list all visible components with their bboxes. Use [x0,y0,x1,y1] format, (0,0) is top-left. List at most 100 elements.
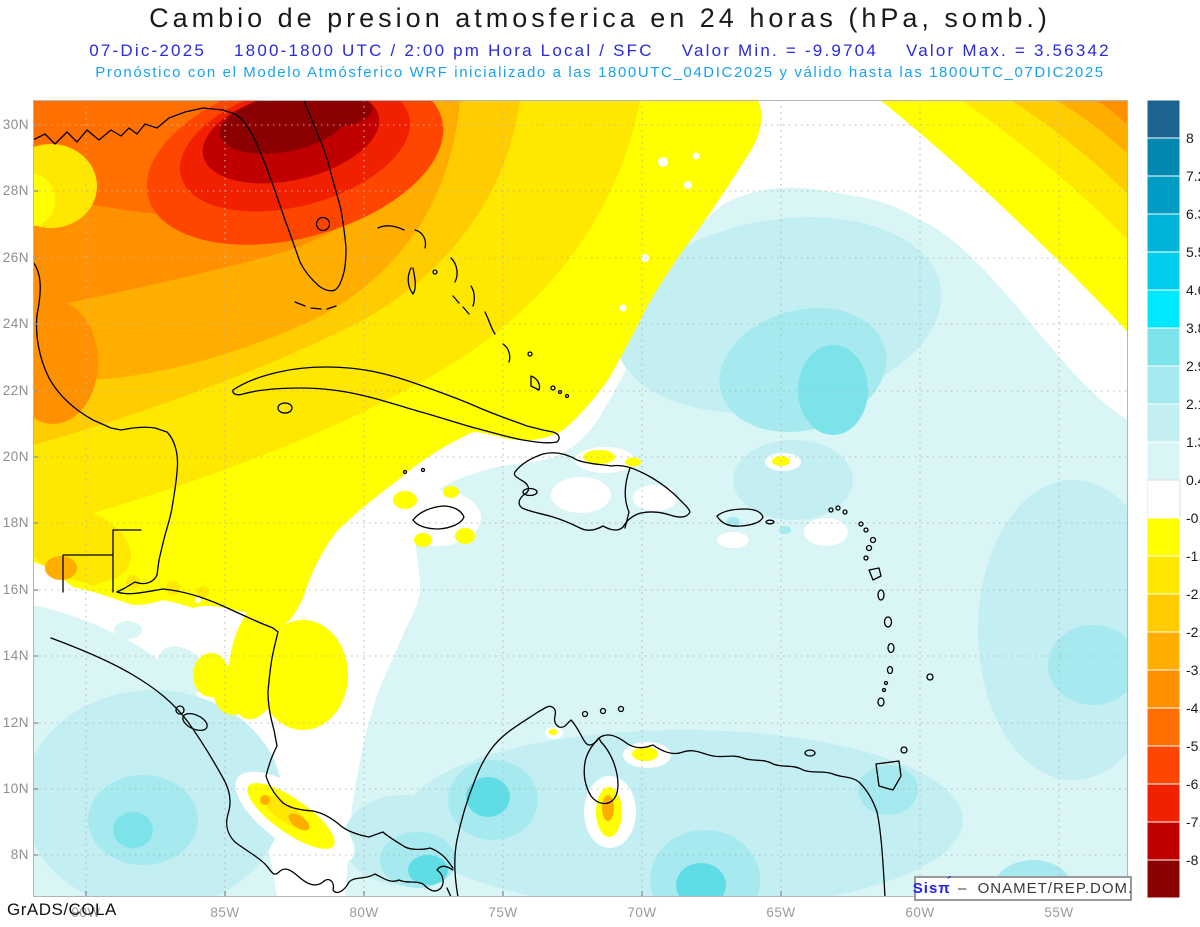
lon-label-85w: 85W [210,905,240,920]
colorbar-cell [1147,289,1181,329]
colorbar-tick: 6.3 [1186,206,1200,222]
cyan-fonseca-patch [114,621,142,639]
colorbar-tick: -2.9 [1186,624,1200,640]
colorbar-cell [1147,441,1181,481]
colorbar-cell [1147,517,1181,557]
colorbar-cell [1147,631,1181,671]
lake-maracaibo [583,737,619,805]
colorbar-tick: 1.3 [1186,434,1200,450]
colorbar-tick: -6.3 [1186,776,1200,792]
ne-wedge-orange [1056,100,1128,154]
lon-label-55w: 55W [1044,905,1074,920]
lon-label-65w: 65W [766,905,796,920]
coast-trinidad [875,760,902,791]
page-title: Cambio de presion atmosferica en 24 hora… [149,3,1051,33]
colorbar-tick: -0.4 [1186,510,1200,526]
gridlines [33,100,1128,897]
colorbar-tick: -7.2 [1186,814,1200,830]
colorbar-cell [1147,707,1181,747]
cyan-shade2-east [978,480,1128,780]
coast-us-gulf-florida [33,100,347,292]
lake-nicaragua [182,712,208,732]
colorbar-cell [1147,859,1181,898]
lat-label-22n: 22N [2,383,29,398]
colorbar [1147,100,1181,898]
sispi-logo: Sisπ [912,880,951,897]
colorbar-cell [1147,479,1181,519]
colorbar-cell [1147,251,1181,291]
lon-label-75w: 75W [488,905,518,920]
coast-central-america [116,588,454,869]
colorbar-tick: 2.1 [1186,396,1200,412]
colorbar-tick: -4.6 [1186,700,1200,716]
local-fall-spots [85,447,801,865]
colorbar-tick: 2.9 [1186,358,1200,374]
lat-label-18n: 18N [2,515,29,530]
lat-label-16n: 16N [2,582,29,597]
colorbar-cell [1147,669,1181,709]
value-min: Valor Min. = -9.9704 [681,41,878,60]
lake-managua [175,705,185,715]
coast-jamaica [412,505,465,530]
valid-range: 1800-1800 UTC / 2:00 pm Hora Local / SFC [234,41,654,60]
run-date: 07-Dic-2025 [89,41,207,60]
colorbar-cell [1147,100,1181,139]
yellow-white-flecks [175,152,700,623]
colorbar-tick: -5.5 [1186,738,1200,754]
subtitle-model: Pronóstico con el Modelo Atmósferico WRF… [95,64,1105,81]
left-yellow-spot [33,174,55,226]
ne-wedge-deep [1096,100,1128,126]
coast-mexico [33,261,179,593]
lat-label-8n: 8N [10,847,29,862]
coast-puerto-rico [716,508,764,527]
lake-okeechobee [315,216,331,232]
lat-label-14n: 14N [2,648,29,663]
cyan-bright-s1 [466,777,510,817]
cyan-speckle [779,526,791,534]
attribution-box: Sisπ ´ – ONAMET/REP.DOM. [912,874,1132,901]
colorbar-tick: -3.8 [1186,662,1200,678]
border-haiti-dr [624,467,631,529]
sispi-accent: ´ [946,874,953,891]
colorbar-tick: 7.2 [1186,168,1200,184]
guatemala-orange [45,556,77,580]
lon-label-80w: 80W [349,905,379,920]
coast-south-america [454,705,886,897]
colorbar-cell [1147,327,1181,367]
lat-label-24n: 24N [2,316,29,331]
lat-label-26n: 26N [2,250,29,265]
colorbar-tick: -1.3 [1186,548,1200,564]
lat-label-28n: 28N [2,183,29,198]
coastlines [33,100,934,897]
cyan-bright-panama [408,855,448,885]
field-pressure-fall [33,100,1128,865]
lat-label-12n: 12N [2,715,29,730]
cyan-shade3-s3 [858,765,918,815]
colorbar-tick: 0.4 [1186,472,1200,488]
grads-credit: GrADS/COLA [7,900,117,919]
colorbar-cell [1147,593,1181,633]
cayman-islands [402,469,408,475]
colorbar-cell [1147,745,1181,785]
colorbar-cell [1147,821,1181,861]
colorbar-cell [1147,365,1181,405]
cyan-bright-pacific [113,812,153,848]
coast-hispaniola [513,452,691,531]
subtitle-validity: 07-Dic-2025 1800-1800 UTC / 2:00 pm Hora… [0,41,1200,61]
map-frame [33,100,1128,897]
isle-of-youth [277,402,293,414]
coast-florida-keys [294,301,337,310]
fall-maximum-core [219,100,347,154]
colorbar-tick: 4.6 [1186,282,1200,298]
fall-maximum-core2 [317,100,373,127]
colorbar-cell [1147,403,1181,443]
bahamas [377,225,570,399]
colorbar-tick: -8 [1186,852,1199,868]
coast-cuba [232,366,560,444]
cyan-shade2-atlantic [733,440,853,520]
pressure-change-map [33,100,1128,897]
colorbar-cell [1147,783,1181,823]
cyan-bright-dome [798,345,868,435]
vieques [765,519,775,525]
